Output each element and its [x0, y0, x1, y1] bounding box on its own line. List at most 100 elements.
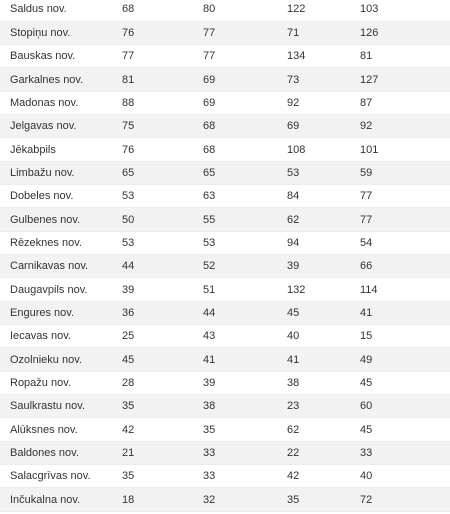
value-cell: 41 — [287, 347, 360, 372]
value-cell: 45 — [287, 301, 360, 326]
value-cell: 41 — [360, 301, 450, 326]
region-cell: Baldones nov. — [0, 441, 122, 466]
region-cell: Ozolnieku nov. — [0, 347, 122, 372]
table-row: Madonas nov. 88 69 92 87 — [0, 91, 450, 116]
value-cell: 35 — [122, 464, 203, 489]
value-cell: 63 — [203, 184, 287, 209]
value-cell: 81 — [122, 67, 203, 92]
value-cell: 51 — [203, 277, 287, 302]
table-row: Ropažu nov. 28 39 38 45 — [0, 371, 450, 396]
value-cell: 21 — [122, 441, 203, 466]
value-cell: 35 — [122, 394, 203, 419]
region-cell: Saldus nov. — [0, 0, 122, 22]
value-cell: 77 — [360, 184, 450, 209]
region-cell: Inčukalna nov. — [0, 487, 122, 512]
value-cell: 126 — [360, 21, 450, 46]
region-cell: Daugavpils nov. — [0, 277, 122, 302]
value-cell: 36 — [122, 301, 203, 326]
value-cell: 65 — [203, 161, 287, 186]
value-cell: 35 — [287, 487, 360, 512]
value-cell: 53 — [122, 231, 203, 256]
region-cell: Saulkrastu nov. — [0, 394, 122, 419]
value-cell: 22 — [287, 441, 360, 466]
value-cell: 65 — [122, 161, 203, 186]
value-cell: 40 — [287, 324, 360, 349]
value-cell: 40 — [360, 464, 450, 489]
value-cell: 77 — [203, 21, 287, 46]
value-cell: 134 — [287, 44, 360, 69]
value-cell: 69 — [203, 91, 287, 116]
value-cell: 23 — [287, 394, 360, 419]
table-row: Limbažu nov. 65 65 53 59 — [0, 161, 450, 186]
region-cell: Alūksnes nov. — [0, 417, 122, 442]
value-cell: 127 — [360, 67, 450, 92]
region-cell: Stopiņu nov. — [0, 21, 122, 46]
value-cell: 39 — [122, 277, 203, 302]
value-cell: 73 — [287, 67, 360, 92]
value-cell: 28 — [122, 371, 203, 396]
value-cell: 32 — [203, 487, 287, 512]
value-cell: 44 — [203, 301, 287, 326]
table-row: Iecavas nov. 25 43 40 15 — [0, 324, 450, 349]
table-row: Daugavpils nov. 39 51 132 114 — [0, 277, 450, 302]
value-cell: 77 — [360, 207, 450, 232]
region-cell: Limbažu nov. — [0, 161, 122, 186]
value-cell: 114 — [360, 277, 450, 302]
region-cell: Salacgrīvas nov. — [0, 464, 122, 489]
table-row: Ozolnieku nov. 45 41 41 49 — [0, 347, 450, 372]
table-row: Garkalnes nov. 81 69 73 127 — [0, 67, 450, 92]
value-cell: 87 — [360, 91, 450, 116]
value-cell: 101 — [360, 137, 450, 162]
table-row: Carnikavas nov. 44 52 39 66 — [0, 254, 450, 279]
region-cell: Iecavas nov. — [0, 324, 122, 349]
value-cell: 60 — [360, 394, 450, 419]
table-row: Salacgrīvas nov. 35 33 42 40 — [0, 464, 450, 489]
value-cell: 132 — [287, 277, 360, 302]
table-row: Rēzeknes nov. 53 53 94 54 — [0, 231, 450, 256]
region-cell: Gulbenes nov. — [0, 207, 122, 232]
value-cell: 44 — [122, 254, 203, 279]
value-cell: 76 — [122, 137, 203, 162]
region-cell: Garkalnes nov. — [0, 67, 122, 92]
value-cell: 45 — [122, 347, 203, 372]
table-row: Alūksnes nov. 42 35 62 45 — [0, 417, 450, 442]
region-cell: Bauskas nov. — [0, 44, 122, 69]
table-row: Saulkrastu nov. 35 38 23 60 — [0, 394, 450, 419]
value-cell: 54 — [360, 231, 450, 256]
table-row: Dobeles nov. 53 63 84 77 — [0, 184, 450, 209]
value-cell: 42 — [287, 464, 360, 489]
region-cell: Ropažu nov. — [0, 371, 122, 396]
table-row: Gulbenes nov. 50 55 62 77 — [0, 207, 450, 232]
value-cell: 49 — [360, 347, 450, 372]
value-cell: 66 — [360, 254, 450, 279]
value-cell: 55 — [203, 207, 287, 232]
value-cell: 45 — [360, 371, 450, 396]
value-cell: 62 — [287, 207, 360, 232]
value-cell: 71 — [287, 21, 360, 46]
value-cell: 45 — [360, 417, 450, 442]
value-cell: 81 — [360, 44, 450, 69]
table-row: Jēkabpils 76 68 108 101 — [0, 137, 450, 162]
value-cell: 77 — [203, 44, 287, 69]
value-cell: 15 — [360, 324, 450, 349]
region-cell: Rēzeknes nov. — [0, 231, 122, 256]
value-cell: 108 — [287, 137, 360, 162]
value-cell: 53 — [122, 184, 203, 209]
table-row: Inčukalna nov. 18 32 35 72 — [0, 487, 450, 512]
value-cell: 35 — [203, 417, 287, 442]
value-cell: 122 — [287, 0, 360, 22]
value-cell: 69 — [203, 67, 287, 92]
table-row: Stopiņu nov. 76 77 71 126 — [0, 21, 450, 46]
value-cell: 41 — [203, 347, 287, 372]
value-cell: 52 — [203, 254, 287, 279]
value-cell: 69 — [287, 114, 360, 139]
value-cell: 59 — [360, 161, 450, 186]
table-row: Baldones nov. 21 33 22 33 — [0, 441, 450, 466]
table-row: Engures nov. 36 44 45 41 — [0, 301, 450, 326]
value-cell: 38 — [287, 371, 360, 396]
table-row: Bauskas nov. 77 77 134 81 — [0, 44, 450, 69]
value-cell: 80 — [203, 0, 287, 22]
value-cell: 76 — [122, 21, 203, 46]
